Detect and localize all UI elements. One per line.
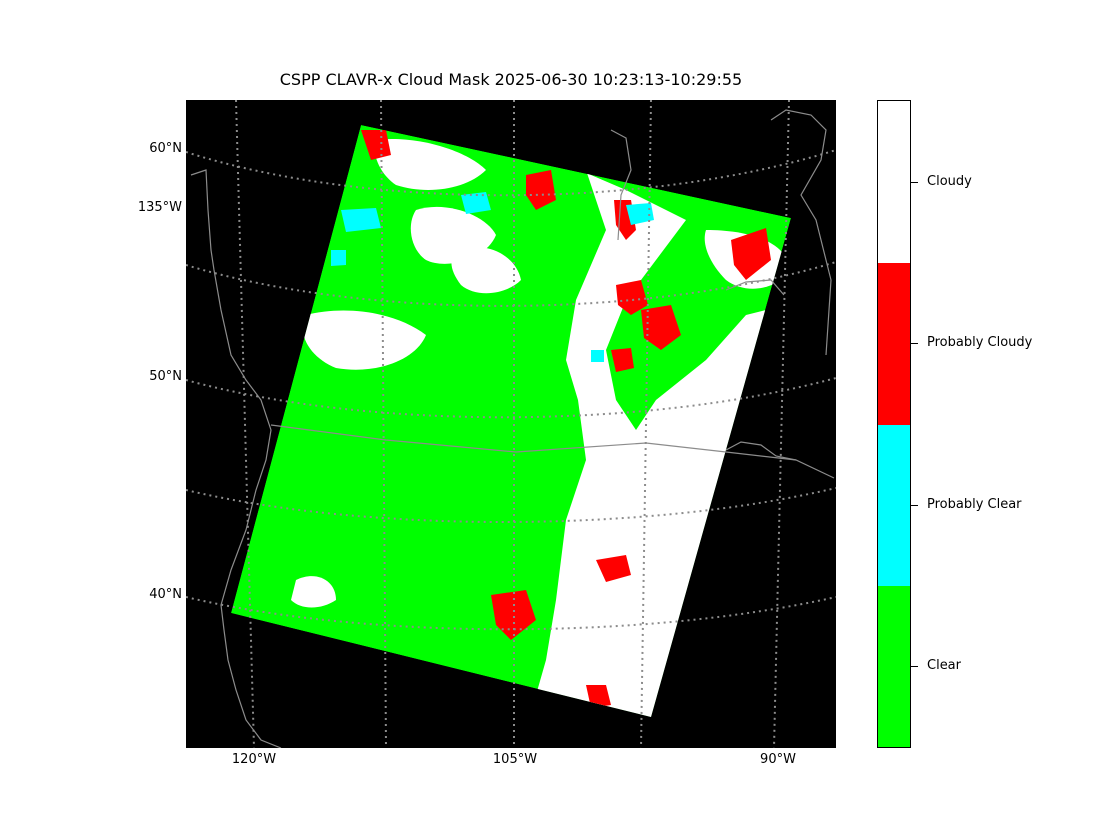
colorbar-segment-probably-clear bbox=[878, 425, 910, 586]
lon-label-120w: 120°W bbox=[231, 752, 277, 767]
coastlines bbox=[190, 109, 835, 748]
lat-label-50n: 50°N bbox=[149, 369, 182, 384]
colorbar-segment-probably-cloudy bbox=[878, 263, 910, 425]
probably-cloudy-region bbox=[731, 228, 771, 280]
west-coast bbox=[190, 169, 282, 748]
probably-cloudy-region bbox=[596, 555, 631, 582]
colorbar-label-probably-cloudy: Probably Cloudy bbox=[927, 335, 1033, 350]
cloudy-region bbox=[601, 516, 681, 569]
colorbar-tick bbox=[910, 343, 918, 344]
parallel-60n bbox=[186, 149, 836, 197]
cloudy-region bbox=[374, 139, 486, 190]
cloudy-region bbox=[302, 310, 426, 370]
probably-cloudy-region bbox=[361, 130, 391, 160]
probably-clear-region bbox=[331, 250, 346, 266]
map-canvas bbox=[186, 100, 836, 748]
cloud-mask-swath bbox=[231, 125, 791, 717]
colorbar-label-probably-clear: Probably Clear bbox=[927, 497, 1022, 512]
northeast-coast bbox=[770, 109, 832, 356]
probably-cloudy-region bbox=[491, 590, 536, 640]
cloudy-region bbox=[291, 576, 336, 608]
great-lakes bbox=[725, 441, 797, 461]
meridian-90w bbox=[773, 100, 790, 748]
parallel-55n bbox=[186, 261, 836, 307]
cloudy-region bbox=[451, 246, 521, 294]
meridian-west-far bbox=[640, 100, 652, 748]
lon-label-135w: 135°W bbox=[137, 200, 182, 215]
cloudy-region bbox=[486, 130, 791, 717]
probably-clear-region bbox=[591, 350, 604, 362]
colorbar-segment-cloudy bbox=[878, 101, 910, 263]
probably-cloudy-region bbox=[586, 685, 611, 708]
lat-label-40n: 40°N bbox=[149, 587, 182, 602]
map-panel[interactable] bbox=[186, 100, 836, 748]
lon-label-105w: 105°W bbox=[492, 752, 538, 767]
lon-label-90w: 90°W bbox=[760, 752, 796, 767]
colorbar-tick bbox=[910, 182, 918, 183]
probably-clear-region bbox=[461, 192, 491, 214]
probably-cloudy-region bbox=[641, 305, 681, 350]
colorbar-tick bbox=[910, 666, 918, 667]
graticule bbox=[186, 100, 836, 748]
colorbar bbox=[877, 100, 911, 748]
meridian-120w bbox=[235, 100, 255, 748]
parallel-50n bbox=[186, 377, 836, 419]
probably-clear-region bbox=[341, 208, 381, 232]
colorbar-tick bbox=[910, 505, 918, 506]
inland-shore bbox=[725, 279, 785, 296]
lat-label-60n: 60°N bbox=[149, 141, 182, 156]
colorbar-label-cloudy: Cloudy bbox=[927, 174, 972, 189]
colorbar-label-clear: Clear bbox=[927, 658, 961, 673]
map-title: CSPP CLAVR-x Cloud Mask 2025-06-30 10:23… bbox=[279, 70, 743, 89]
probably-cloudy-region bbox=[611, 348, 634, 372]
probably-cloudy-region bbox=[616, 280, 648, 315]
meridian-east-far bbox=[380, 100, 387, 748]
hudson-bay-coast bbox=[610, 129, 632, 241]
probably-clear-region bbox=[626, 203, 654, 225]
probably-cloudy-region bbox=[526, 170, 556, 210]
colorbar-segment-clear bbox=[878, 586, 910, 747]
